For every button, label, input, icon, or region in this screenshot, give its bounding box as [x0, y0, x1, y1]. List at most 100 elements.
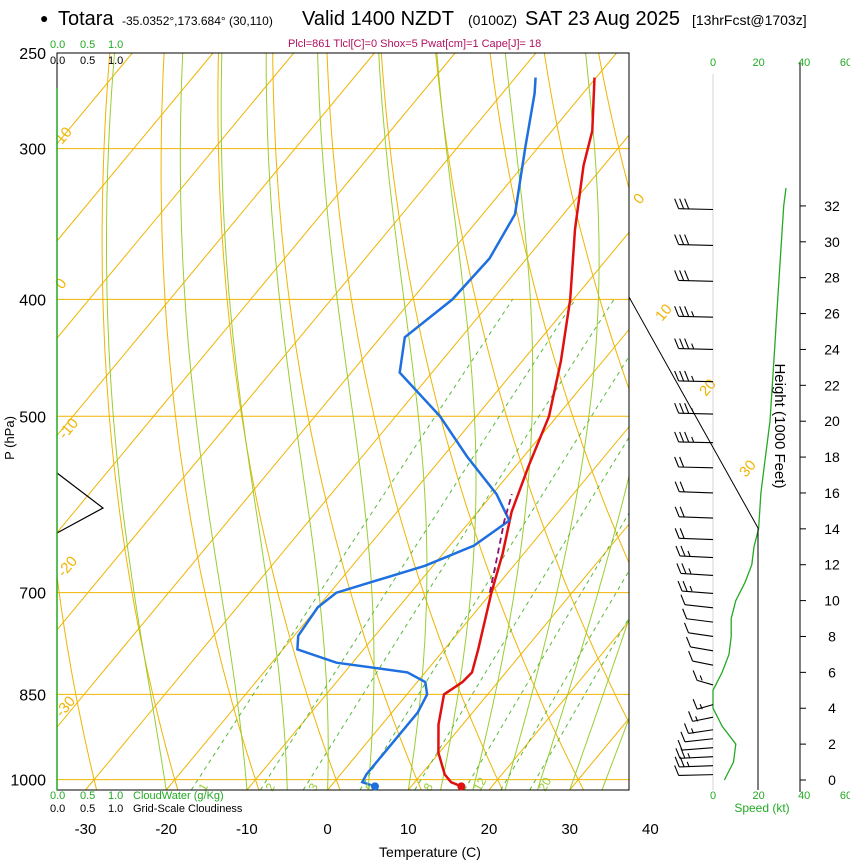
wind-barb-flag — [684, 270, 690, 281]
wind-barb-staff — [684, 604, 714, 609]
pressure-tick-label: 300 — [19, 142, 46, 159]
height-tick-label: 28 — [824, 270, 840, 286]
dewpoint-profile — [296, 77, 537, 788]
station-bullet: ● — [40, 10, 49, 26]
wind-barb-staff — [686, 618, 714, 623]
mixing-ratio-label: 12 — [470, 775, 489, 794]
moist-adiabat-line — [179, 53, 248, 790]
isotherm-line — [165, 231, 629, 790]
isotherm-line — [57, 53, 295, 339]
dry-adiabat-line — [57, 572, 98, 790]
pressure-tick-label: 700 — [19, 586, 46, 603]
wind-barb-half-flag — [687, 753, 691, 759]
dry-adiabat-label: -10 — [55, 415, 82, 443]
height-tick-label: 6 — [828, 664, 836, 680]
wind-barb-flag — [674, 402, 680, 414]
y-axis-title: P (hPa) — [2, 416, 17, 460]
wind-barb-staff — [684, 738, 714, 743]
wind-barb-staff — [696, 679, 714, 686]
wind-barb-half-flag — [691, 375, 695, 382]
wind-barb-flag — [682, 608, 688, 619]
wind-barb-staff — [678, 466, 714, 469]
pressure-tick-label: 250 — [19, 46, 46, 63]
wind-barb-staff — [688, 632, 714, 638]
height-axis-title: Height (1000 Feet) — [771, 363, 788, 488]
wind-barb — [685, 636, 714, 652]
x-tick-label: 20 — [481, 821, 498, 838]
wind-barb-flag — [674, 765, 680, 776]
mixing-ratio-label: 3 — [305, 780, 321, 793]
wind-barb-flag — [679, 506, 685, 518]
height-tick-label: 18 — [824, 449, 840, 465]
mixing-ratio-line — [414, 436, 629, 790]
wind-barb-flag — [684, 370, 690, 382]
wind-barb-staff — [678, 315, 714, 318]
dry-adiabat-line — [272, 53, 422, 790]
height-tick-label: 14 — [824, 521, 840, 537]
cloud-axis-top-label: 0.5 — [80, 39, 95, 51]
wind-barb-half-flag — [689, 585, 693, 592]
speed-axis-top-label: 60 — [840, 57, 850, 69]
speed-axis-top-label: 20 — [752, 57, 764, 69]
wind-barb-flag — [679, 234, 685, 245]
wind-barb-half-flag — [691, 343, 695, 349]
dry-adiabat-label: 20 — [696, 376, 720, 400]
wind-barb-flag — [676, 563, 682, 574]
wind-barb-flag — [679, 431, 685, 443]
parcel-profile — [488, 493, 513, 593]
wind-barb — [683, 723, 714, 734]
wind-barb-staff — [679, 491, 714, 494]
wind-barb — [674, 431, 714, 444]
dry-adiabat-label: 10 — [52, 124, 76, 148]
wind-barb-half-flag — [691, 311, 695, 317]
wind-barb-flag — [688, 711, 694, 722]
grid-cloud-axis-top-label: 0.5 — [80, 55, 95, 67]
isotherm-line — [488, 620, 629, 790]
isotherm-line — [327, 426, 629, 790]
wind-barb-flag — [674, 270, 680, 281]
x-tick-label: -10 — [236, 821, 258, 838]
surface-dewpoint-dot — [370, 782, 379, 791]
wind-barb-staff — [692, 660, 714, 666]
wind-barb-half-flag — [699, 675, 703, 681]
wind-barb-flag — [679, 306, 685, 317]
dry-adiabat-label: 0 — [52, 275, 70, 292]
dry-adiabat-line — [101, 53, 179, 790]
dry-adiabat-label: -20 — [54, 553, 81, 581]
pressure-tick-label: 500 — [19, 409, 46, 426]
plot-area — [57, 53, 629, 790]
moist-adiabat-line — [317, 53, 375, 790]
height-tick-label: 16 — [824, 485, 840, 501]
height-tick-label: 10 — [824, 593, 840, 609]
wind-barb-flag — [684, 306, 690, 317]
wind-barb-flag — [677, 739, 683, 751]
isotherm-line — [246, 328, 629, 790]
chart-header: ● Totara -35.0352°,173.684° (30,110) Val… — [0, 8, 850, 38]
isotherm-line — [85, 134, 629, 790]
wind-barb-staff — [696, 704, 714, 710]
dry-adiabat-line — [217, 53, 341, 790]
wind-barb-flag — [685, 636, 691, 648]
wind-barb-flag — [674, 528, 680, 539]
wind-barb-staff — [679, 516, 714, 519]
wind-barb-half-flag — [695, 716, 699, 722]
wind-barb — [674, 198, 714, 211]
wind-barb-flag — [674, 338, 680, 349]
wind-barb-flag — [683, 622, 689, 634]
height-tick-label: 30 — [824, 234, 840, 250]
wind-barb-flag — [683, 723, 689, 734]
wind-barb-half-flag — [691, 407, 695, 414]
pressure-tick-label: 1000 — [10, 773, 46, 790]
speed-axis-bottom-label: 40 — [798, 790, 810, 802]
plot-border — [56, 52, 630, 791]
isotherm-line — [57, 53, 456, 534]
wind-barb-flag — [692, 670, 698, 681]
mixing-ratio-line — [259, 299, 576, 790]
wind-barb-half-flag — [699, 703, 703, 710]
moist-adiabat-line — [220, 53, 288, 790]
wind-barb-half-flag — [690, 728, 694, 734]
wind-barb-flag — [684, 234, 690, 245]
speed-axis-bottom-label: 60 — [840, 790, 850, 802]
wind-barb — [674, 370, 714, 383]
cloud-axis-bottom-label: 0.5 — [80, 790, 95, 802]
